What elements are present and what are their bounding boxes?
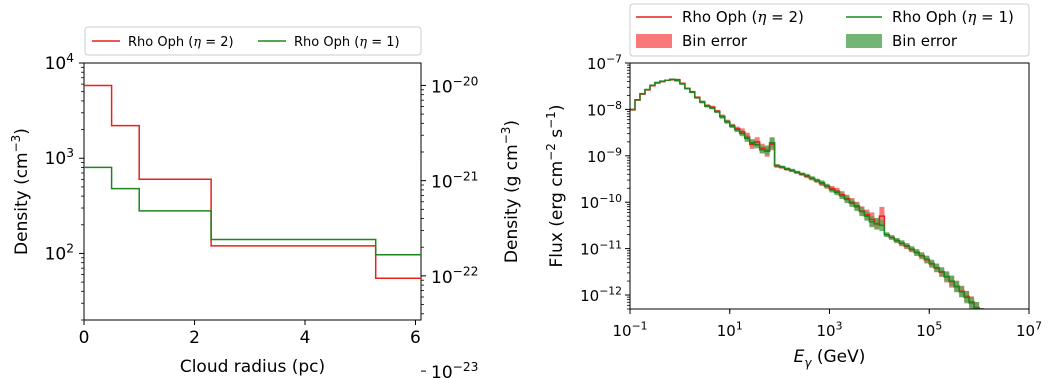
y-tick-label: 10−7 xyxy=(587,53,622,73)
y-tick-label: 10−9 xyxy=(587,146,622,166)
y-axis-label: Density (cm−3) xyxy=(9,128,32,255)
legend-frame xyxy=(629,3,1030,57)
plot-frame xyxy=(83,62,422,321)
x-tick-label: 2 xyxy=(189,328,200,348)
x-tick-label: 6 xyxy=(410,328,421,348)
legend: Rho Oph (η = 2) Rho Oph (η = 1) Bin error B… xyxy=(629,3,1030,57)
legend-label: Rho Oph (η = 2) xyxy=(682,8,804,26)
legend-label: Bin error xyxy=(682,32,748,50)
legend-frame xyxy=(84,26,422,56)
right-y-tick-label: 10−21 xyxy=(431,170,478,193)
x-axis-label: Eγ (GeV) xyxy=(794,347,866,370)
series-line-green xyxy=(630,78,980,309)
right-y-tick-label: 10−22 xyxy=(431,265,478,288)
y-axis-label: Flux (erg cm−2 s−1) xyxy=(544,105,567,268)
y-tick-label: 10−10 xyxy=(580,192,622,212)
y-tick-label: 10−11 xyxy=(580,238,622,258)
legend-patch-green_fill xyxy=(846,34,882,48)
legend-label: Rho Oph (η = 1) xyxy=(892,8,1014,26)
plot-area xyxy=(630,78,985,309)
series-line-red xyxy=(84,84,421,279)
right-y-axis-label: Density (g cm−3) xyxy=(499,120,522,263)
x-tick-label: 4 xyxy=(300,328,311,348)
right-y-tick-label: 10−20 xyxy=(431,74,478,97)
right-y-tick-label: 10−23 xyxy=(431,360,478,378)
y-tick-label: 10−8 xyxy=(587,99,622,119)
x-tick-label: 105 xyxy=(916,320,942,340)
legend: Rho Oph (η = 2) Rho Oph (η = 1) xyxy=(84,26,422,56)
legend-patch-red_fill xyxy=(636,34,672,48)
x-tick-label: 0 xyxy=(79,328,90,348)
right-y-tick-label: 10−19 xyxy=(431,0,478,2)
x-axis-label: Cloud radius (pc) xyxy=(180,357,325,377)
legend-label: Rho Oph (η = 1) xyxy=(294,35,400,50)
density-profile-chart: 0 2 4 6 102 103 104 10−23 10−22 10−21 10−20 10−19 Cl… xyxy=(9,0,522,378)
y-tick-label: 102 xyxy=(45,241,74,264)
legend-label: Bin error xyxy=(892,32,958,50)
legend-label: Rho Oph (η = 2) xyxy=(128,35,234,50)
flux-spectrum-chart: 10−1 101 103 105 107 10−12 10−11 10−10 10−9 10−8 1… xyxy=(544,3,1042,370)
y-tick-label: 10−12 xyxy=(580,285,622,305)
x-tick-label: 101 xyxy=(717,320,743,340)
x-tick-label: 103 xyxy=(817,320,843,340)
x-tick-label: 10−1 xyxy=(612,320,647,340)
x-tick-label: 107 xyxy=(1016,320,1042,340)
y-tick-label: 104 xyxy=(45,51,75,74)
series-line-green xyxy=(84,166,421,256)
y-tick-label: 103 xyxy=(45,146,74,169)
